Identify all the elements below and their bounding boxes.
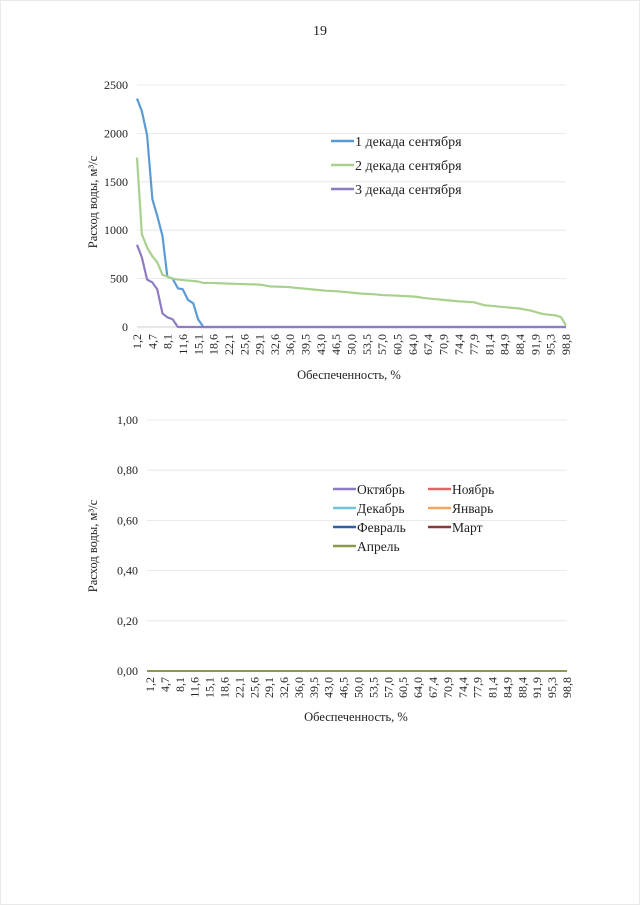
y-tick-label: 2000 bbox=[104, 126, 128, 140]
x-tick-label: 95,3 bbox=[544, 334, 558, 355]
x-tick-label: 8,1 bbox=[161, 334, 175, 349]
legend-label: 1 декада сентября bbox=[355, 135, 462, 150]
page-number: 19 bbox=[313, 24, 327, 39]
y-tick-label: 1000 bbox=[104, 223, 128, 237]
x-tick-label: 36,0 bbox=[283, 334, 297, 355]
series-line bbox=[135, 157, 567, 327]
y-tick-label: 2500 bbox=[104, 78, 128, 92]
x-tick-label: 39,5 bbox=[299, 334, 313, 355]
x-tick-label: 60,5 bbox=[390, 334, 404, 355]
x-tick-label: 43,0 bbox=[314, 334, 328, 355]
y-tick-label: 1500 bbox=[104, 175, 128, 189]
legend-label: 2 декада сентября bbox=[355, 159, 462, 174]
x-tick-label: 22,1 bbox=[222, 334, 236, 355]
legend-label: 3 декада сентября bbox=[355, 183, 462, 198]
x-tick-label: 67,4 bbox=[421, 334, 435, 355]
y-axis-title: Расход воды, м³/с bbox=[86, 155, 100, 248]
x-axis-title: Обеспеченность, % bbox=[297, 368, 401, 382]
x-tick-label: 15,1 bbox=[191, 334, 205, 355]
x-tick-label: 91,9 bbox=[528, 334, 542, 355]
x-tick-label: 70,9 bbox=[436, 334, 450, 355]
x-tick-label: 77,9 bbox=[467, 334, 481, 355]
x-tick-label: 32,6 bbox=[268, 334, 282, 355]
x-tick-label: 74,4 bbox=[452, 334, 466, 355]
x-tick-label: 1,2 bbox=[130, 334, 144, 349]
x-tick-label: 50,0 bbox=[345, 334, 359, 355]
x-tick-label: 29,1 bbox=[253, 334, 267, 355]
y-tick-label: 500 bbox=[110, 272, 128, 286]
x-tick-label: 4,7 bbox=[145, 334, 159, 349]
series-line bbox=[135, 244, 566, 329]
x-tick-label: 53,5 bbox=[360, 334, 374, 355]
x-tick-label: 84,9 bbox=[498, 334, 512, 355]
x-tick-label: 46,5 bbox=[329, 334, 343, 355]
x-tick-label: 88,4 bbox=[513, 334, 527, 355]
y-tick-label: 0 bbox=[122, 320, 128, 334]
x-tick-label: 57,0 bbox=[375, 334, 389, 355]
x-tick-label: 25,6 bbox=[237, 334, 251, 355]
legend: 1 декада сентября 2 декада сентября 3 дека… bbox=[331, 135, 462, 198]
x-tick-label: 98,8 bbox=[559, 334, 573, 355]
x-tick-label: 18,6 bbox=[207, 334, 221, 355]
x-tick-label: 64,0 bbox=[406, 334, 420, 355]
x-tick-label: 11,6 bbox=[176, 334, 190, 355]
x-tick-label: 81,4 bbox=[482, 334, 496, 355]
